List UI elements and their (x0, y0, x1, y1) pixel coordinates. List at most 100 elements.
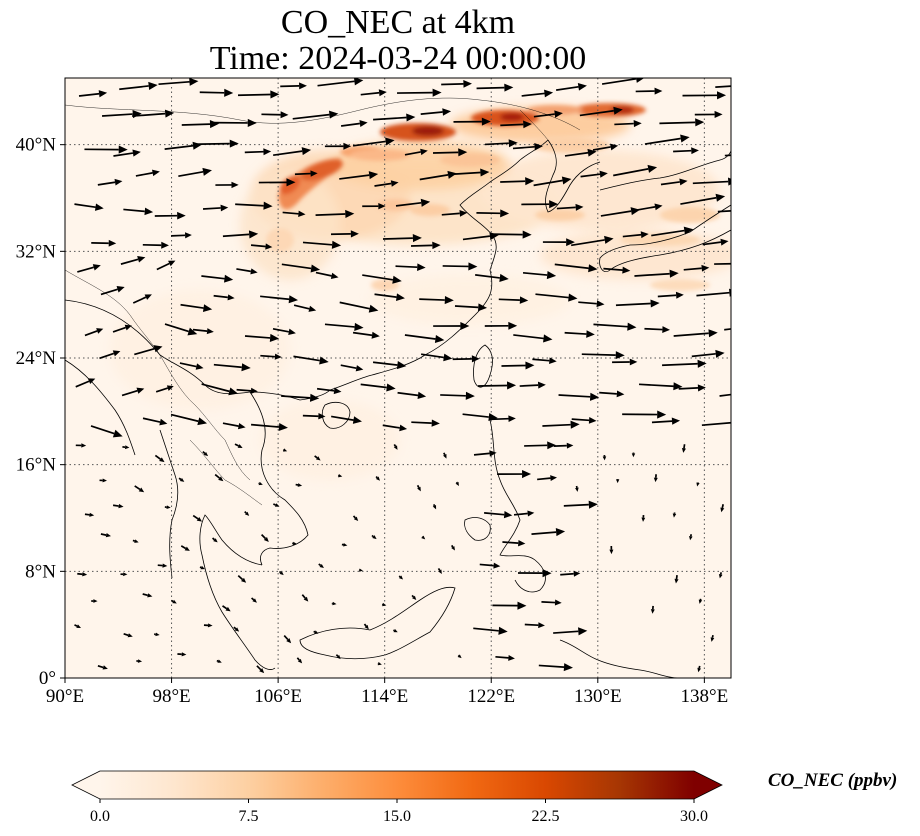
wind-vector-head (695, 118, 705, 127)
wind-vector-head (508, 321, 518, 330)
wind-vector-shaft (613, 168, 649, 177)
wind-vector-shaft (281, 263, 312, 270)
wind-vector-head (102, 478, 107, 483)
wind-vector-shaft (339, 174, 370, 180)
wind-vector-shaft (293, 355, 320, 362)
wind-vector-head (265, 243, 273, 250)
wind-vector-head (359, 119, 368, 127)
wind-vector-head (455, 481, 459, 486)
wind-vector-head (181, 652, 187, 657)
bangladesh-coastline (65, 359, 136, 456)
wind-vector-head (720, 238, 729, 246)
wind-vector-shaft (156, 262, 170, 271)
wind-vector-shaft (680, 196, 717, 205)
wind-vector-head (420, 198, 431, 207)
wind-vector-head (647, 164, 658, 173)
wind-vector-head (378, 89, 387, 97)
wind-vector-head (554, 110, 563, 118)
wind-vector-shaft (683, 267, 702, 271)
wind-vector-head (708, 329, 718, 338)
lon-tick-label: 114°E (361, 686, 408, 707)
wind-vector-shaft (360, 91, 380, 96)
wind-vector-shaft (581, 353, 616, 356)
wind-vector-head (420, 148, 428, 156)
wind-vector-head (343, 142, 352, 150)
wind-vector-head (132, 149, 141, 157)
wind-vector-shaft (657, 294, 677, 298)
wind-vector-shaft (352, 140, 386, 147)
wind-vector-head (393, 445, 398, 450)
wind-vector-head (108, 239, 117, 247)
wind-vector-shaft (502, 541, 519, 544)
wind-vector-head (76, 624, 82, 628)
colorbar-ticks: 0.0 7.5 15.0 22.5 30.0 (90, 799, 708, 825)
wind-vector-shaft (123, 208, 145, 213)
wind-vector-shaft (283, 635, 289, 641)
wind-vector-head (116, 286, 125, 293)
wind-vector-head (292, 541, 297, 546)
wind-vector-head (144, 207, 154, 216)
wind-vector-head (609, 549, 614, 555)
wind-vector-shaft (158, 80, 190, 86)
wind-vector-head (237, 444, 243, 448)
wind-vector-shaft (715, 85, 731, 88)
map-gridlines (65, 78, 731, 678)
lat-tick-label: 16°N (16, 455, 57, 476)
wind-vector-head (599, 170, 608, 178)
wind-vector-head (650, 299, 660, 308)
wind-vector-head (333, 387, 342, 395)
wind-vector-shaft (696, 291, 730, 297)
wind-vector-head (577, 83, 587, 91)
wind-vector-head (610, 143, 619, 151)
wind-vector-shaft (442, 265, 469, 268)
wind-vector-head (202, 304, 213, 312)
wind-vector-head (538, 622, 545, 629)
wind-vector-shaft (121, 389, 138, 397)
wind-vector-head (288, 328, 296, 336)
wind-vector-head (206, 328, 214, 335)
wind-vector-head (314, 630, 319, 634)
wind-vector-head (654, 203, 663, 211)
wind-vector-shaft (178, 477, 182, 481)
wind-vector-head (127, 633, 133, 638)
wind-vector-shaft (443, 452, 446, 456)
wind-vector-shaft (273, 150, 303, 157)
wind-vector-shaft (90, 425, 115, 435)
wind-vector-head (318, 413, 326, 420)
wind-vector-shaft (542, 423, 571, 427)
wind-vector-shaft (74, 624, 78, 627)
wind-vector-head (396, 361, 407, 370)
wind-vector-head (689, 535, 693, 541)
wind-vector-shaft (659, 121, 696, 125)
wind-vector-head (729, 288, 731, 297)
wind-vector-shaft (180, 303, 204, 309)
wind-vector-head (650, 609, 655, 614)
wind-vector-head (303, 596, 309, 602)
wind-vector-shaft (192, 328, 208, 332)
wind-vector-head (432, 88, 442, 97)
wind-vector-head (641, 517, 646, 522)
wind-vector-head (604, 235, 614, 244)
wind-vector-shaft (170, 599, 174, 603)
colorbar-tick-label: 22.5 (532, 808, 560, 825)
wind-vector-head (319, 563, 324, 568)
wind-vector-head (683, 226, 694, 235)
colorbar-tick-label: 7.5 (239, 808, 259, 825)
wind-vector-head (283, 448, 288, 452)
wind-vector-head (640, 231, 649, 239)
wind-vector-head (343, 543, 348, 547)
wind-vector-head (124, 445, 130, 450)
wind-vector-shaft (533, 113, 555, 118)
wind-vector-head (549, 357, 557, 365)
wind-vector-shaft (462, 235, 491, 241)
wind-vector-head (679, 178, 688, 186)
wind-vector-shaft (535, 293, 569, 299)
wind-vector-shaft (600, 210, 632, 217)
wind-vector-head (81, 443, 87, 448)
wind-vector-head (229, 139, 239, 148)
wind-vector-head (375, 476, 380, 481)
wind-vector-head (270, 90, 280, 99)
wind-vector-shaft (212, 537, 216, 541)
wind-vector-head (138, 487, 145, 493)
wind-vector-head (743, 324, 751, 331)
